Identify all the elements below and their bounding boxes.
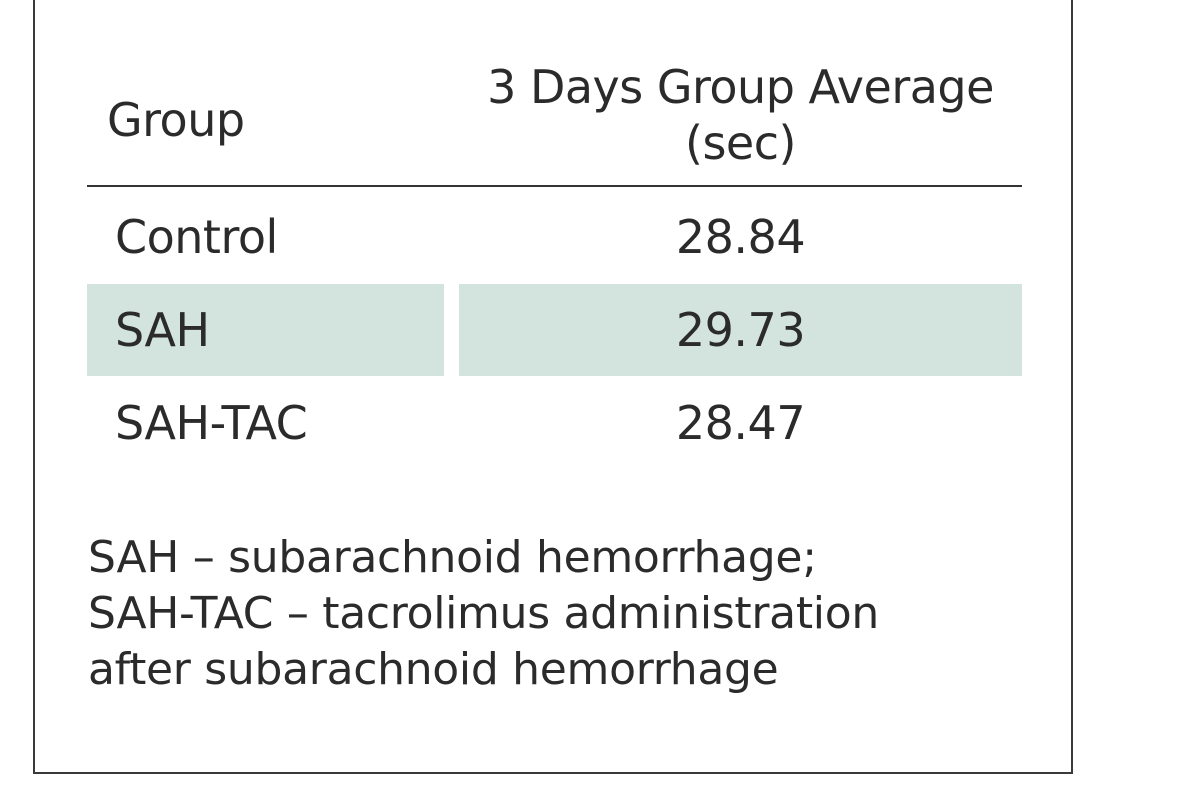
- header-value-line2: (sec): [685, 116, 796, 170]
- table-row-sah-tac: SAH-TAC 28.47: [87, 377, 1022, 470]
- footnote-line: SAH – subarachnoid hemorrhage;: [88, 532, 817, 583]
- footnote-line: after subarachnoid hemorrhage: [88, 644, 779, 695]
- table-header: Group 3 Days Group Average (sec): [87, 55, 1022, 187]
- cell-group: SAH: [87, 284, 444, 376]
- cell-value: 28.84: [675, 210, 806, 264]
- table-frame: [33, 0, 1073, 774]
- header-group-label: Group: [107, 93, 245, 147]
- cell-group: Control: [115, 210, 278, 264]
- table-row-control: Control 28.84: [87, 191, 1022, 284]
- cell-group: SAH-TAC: [115, 396, 308, 450]
- table-footnote: SAH – subarachnoid hemorrhage; SAH-TAC –…: [88, 530, 1048, 698]
- footnote-line: SAH-TAC – tacrolimus administration: [88, 588, 879, 639]
- cell-value: 28.47: [675, 396, 806, 450]
- header-value-line1: 3 Days Group Average: [487, 60, 994, 114]
- data-table: Group 3 Days Group Average (sec) Control…: [87, 55, 1022, 470]
- cell-value: 29.73: [459, 284, 1022, 376]
- table-row-sah: SAH 29.73: [87, 284, 1022, 377]
- header-value-label: 3 Days Group Average (sec): [459, 59, 1022, 171]
